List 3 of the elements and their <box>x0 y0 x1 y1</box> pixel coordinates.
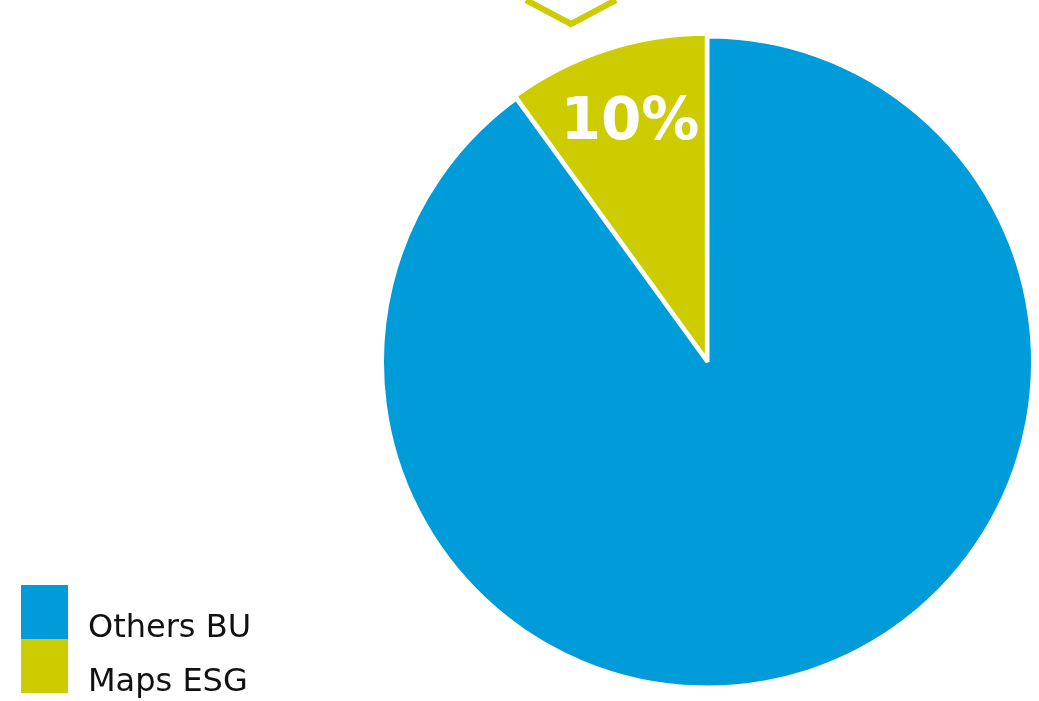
data-label: 10% <box>560 84 700 153</box>
legend-label: Others BU <box>88 607 252 645</box>
legend-label: Maps ESG <box>88 661 248 699</box>
